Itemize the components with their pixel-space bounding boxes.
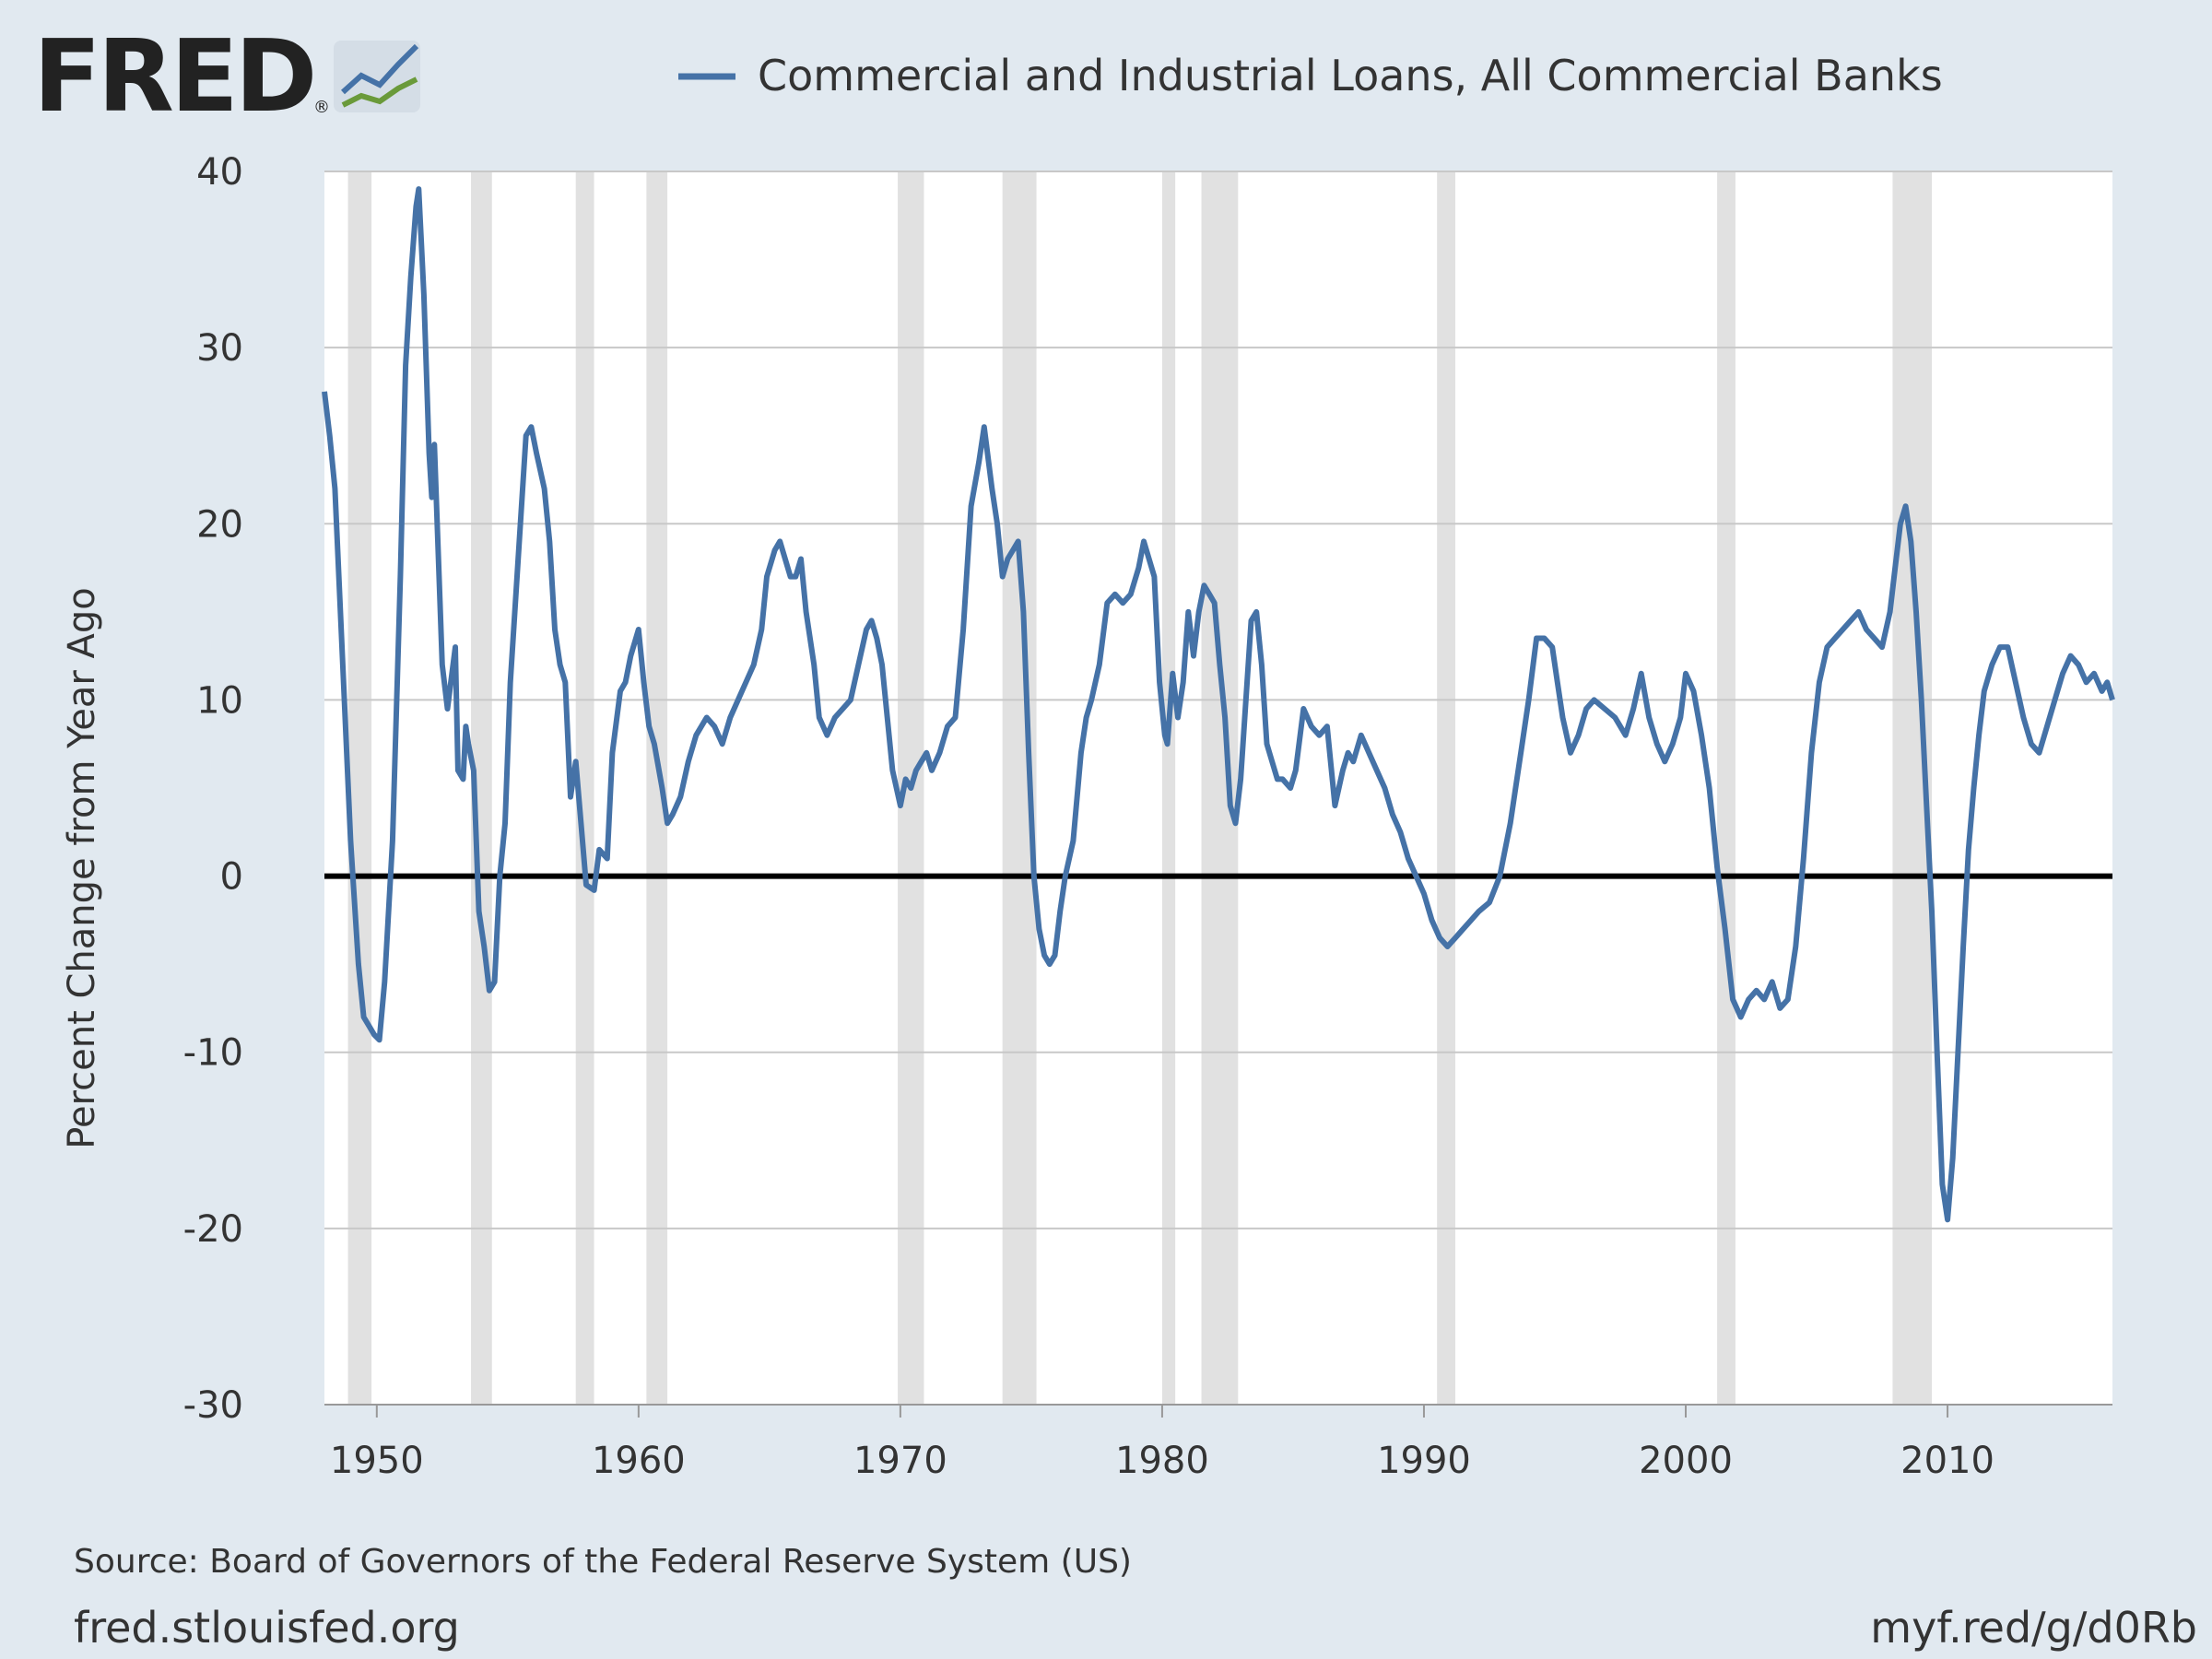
- x-axis: 1950 1960 1970 1980 1990 2000 2010: [324, 1404, 2112, 1482]
- x-tick-label: 1970: [853, 1440, 947, 1482]
- y-tick-label: 30: [196, 327, 243, 370]
- y-axis: 40 30 20 10 0 -10 -20 -30: [183, 151, 243, 1427]
- y-tick-label: 10: [196, 679, 243, 722]
- recession-band: [347, 171, 372, 1405]
- x-tick-label: 1990: [1377, 1440, 1471, 1482]
- y-tick-label: -20: [183, 1208, 243, 1251]
- legend-entry: Commercial and Industrial Loans, All Com…: [758, 51, 1943, 100]
- recession-band: [1161, 171, 1176, 1405]
- x-tick-label: 1960: [592, 1440, 686, 1482]
- recession-band: [1717, 171, 1735, 1405]
- recession-band: [1201, 171, 1239, 1405]
- recession-band: [471, 171, 492, 1405]
- y-tick-label: 0: [220, 856, 243, 899]
- fred-logo[interactable]: FRED ®: [33, 19, 420, 135]
- logo-text: FRED: [33, 19, 313, 135]
- x-tick-label: 2010: [1900, 1440, 1994, 1482]
- recession-band: [1437, 171, 1456, 1405]
- y-tick-label: 20: [196, 503, 243, 546]
- series-line: [322, 186, 2115, 1223]
- recession-bands: [347, 171, 1933, 1405]
- recession-band: [575, 171, 594, 1405]
- registered-mark: ®: [313, 98, 330, 117]
- logo-chart-icon: [334, 41, 420, 112]
- x-tick-label: 1980: [1115, 1440, 1209, 1482]
- y-tick-label: -10: [183, 1032, 243, 1075]
- y-tick-label: -30: [183, 1384, 243, 1427]
- short-link[interactable]: myf.red/g/d0Rb: [1870, 1603, 2197, 1653]
- x-tick-label: 2000: [1639, 1440, 1733, 1482]
- y-tick-label: 40: [196, 151, 243, 194]
- recession-band: [646, 171, 668, 1405]
- site-link[interactable]: fred.stlouisfed.org: [74, 1603, 460, 1653]
- legend: Commercial and Industrial Loans, All Com…: [678, 51, 1943, 100]
- x-tick-label: 1950: [330, 1440, 424, 1482]
- y-axis-title: Percent Change from Year Ago: [61, 587, 103, 1149]
- source-note: Source: Board of Governors of the Federa…: [74, 1543, 1132, 1581]
